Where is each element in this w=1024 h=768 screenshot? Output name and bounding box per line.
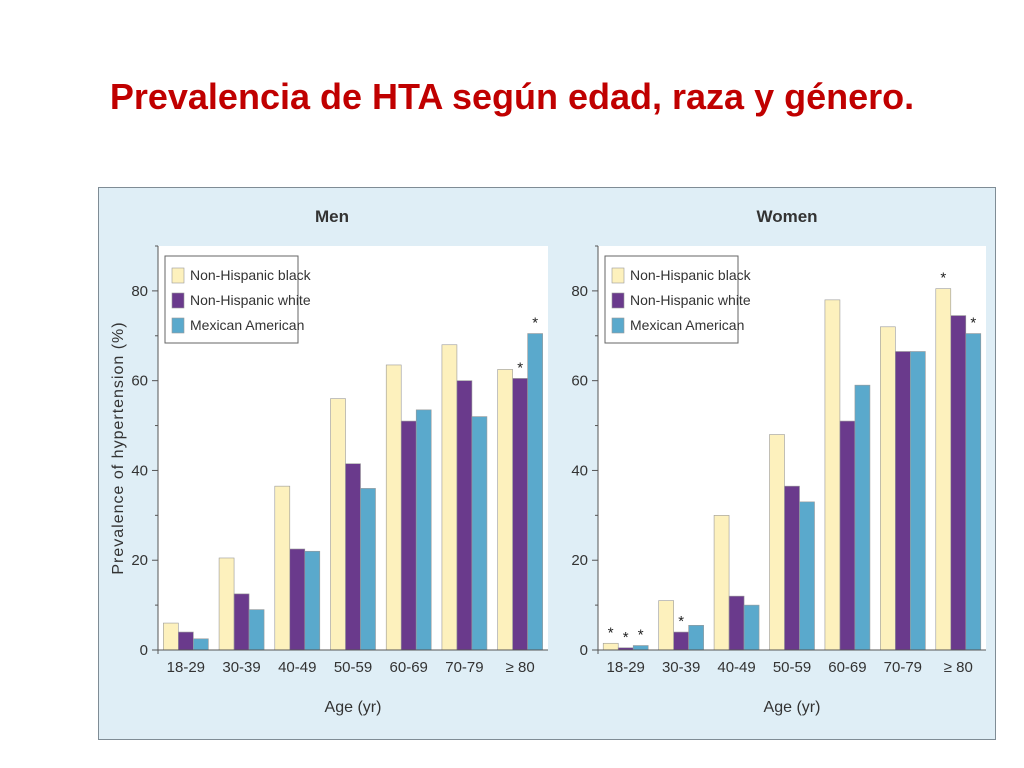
men-panel-title: Men: [315, 207, 349, 226]
men-bar-mexican-american: [304, 550, 321, 651]
women-y-tick-label: 60: [571, 373, 588, 390]
men-bar-non-hispanic-white: [233, 593, 250, 651]
slide-title: Prevalencia de HTA según edad, raza y gé…: [109, 76, 915, 117]
women-significance-marker: *: [970, 315, 976, 332]
women-bar-non-hispanic-black: [935, 288, 952, 651]
men-y-tick-label: 20: [131, 552, 148, 569]
men-legend: [164, 255, 299, 344]
women-significance-marker: *: [608, 624, 614, 641]
men-x-tick-label: 70-79: [445, 659, 483, 676]
women-bar-non-hispanic-black: [713, 515, 730, 651]
men-bar-mexican-american: [360, 488, 376, 651]
men-legend-label: Non-Hispanic black: [190, 267, 312, 283]
men-bar-non-hispanic-white: [456, 380, 473, 651]
men-x-axis-title: Age (yr): [325, 699, 382, 716]
men-y-tick-label: 80: [131, 283, 148, 300]
women-bar-mexican-american: [854, 384, 871, 651]
women-x-tick-label: 60-69: [828, 659, 866, 676]
women-legend-swatch: [611, 292, 625, 309]
women-y-tick-label: 20: [571, 552, 588, 569]
men-x-tick-label: ≥ 80: [506, 659, 535, 676]
men-bar-non-hispanic-black: [497, 369, 513, 651]
men-legend-swatch: [171, 267, 185, 284]
men-bar-non-hispanic-black: [441, 344, 458, 651]
men-x-tick-label: 30-39: [222, 659, 260, 676]
women-bar-non-hispanic-white: [728, 595, 745, 651]
women-significance-marker: *: [940, 270, 946, 287]
women-bar-mexican-american: [743, 604, 760, 651]
men-bar-non-hispanic-black: [385, 364, 402, 651]
hypertension-figure: Men 0 20 40 60 80 Prevalence of hypertension (…: [98, 187, 996, 740]
women-bar-non-hispanic-black: [769, 434, 785, 651]
men-legend-swatch: [171, 317, 185, 334]
women-legend-label: Non-Hispanic black: [630, 267, 752, 283]
women-bar-mexican-american: [688, 625, 704, 651]
women-bar-non-hispanic-black: [658, 600, 674, 651]
women-bar-non-hispanic-black: [880, 326, 896, 651]
men-bar-non-hispanic-black: [274, 485, 291, 651]
men-bar-mexican-american: [471, 416, 488, 651]
women-bar-mexican-american: [799, 501, 815, 651]
women-x-tick-label: 70-79: [884, 659, 922, 676]
men-y-axis-title: Prevalence of hypertension (%): [110, 321, 127, 574]
women-bar-non-hispanic-black: [824, 299, 841, 651]
women-bar-mexican-american: [965, 333, 982, 651]
men-bar-non-hispanic-white: [400, 420, 417, 651]
men-bar-non-hispanic-white: [178, 631, 194, 651]
women-x-tick-label: 18-29: [607, 659, 645, 676]
men-x-tick-label: 60-69: [390, 659, 428, 676]
women-bar-non-hispanic-black: [602, 642, 619, 651]
men-bar-non-hispanic-white: [345, 463, 361, 651]
men-bar-mexican-american: [248, 609, 265, 651]
charts-svg: Men 0 20 40 60 80 Prevalence of hypertension (…: [110, 207, 986, 716]
men-bar-mexican-american: [193, 638, 209, 651]
women-legend-swatch: [611, 317, 625, 334]
women-x-tick-label: 40-49: [717, 659, 755, 676]
women-bar-non-hispanic-white: [784, 485, 800, 651]
men-bar-non-hispanic-white: [512, 378, 528, 651]
women-legend-label: Non-Hispanic white: [630, 292, 751, 308]
women-significance-marker: *: [623, 629, 629, 646]
men-y-tick-label: 40: [131, 462, 148, 479]
women-significance-marker: *: [678, 613, 684, 630]
women-bar-non-hispanic-white: [950, 315, 967, 651]
women-x-axis-title: Age (yr): [764, 699, 821, 716]
men-x-tick-label: 40-49: [278, 659, 316, 676]
men-bar-mexican-american: [415, 409, 432, 651]
women-legend-swatch: [611, 267, 625, 284]
women-panel-title: Women: [756, 207, 817, 226]
men-y-tick-label: 60: [131, 373, 148, 390]
women-bar-non-hispanic-white: [895, 351, 911, 651]
women-legend-label: Mexican American: [630, 317, 744, 333]
men-legend-swatch: [171, 292, 185, 309]
men-significance-marker: *: [517, 359, 523, 376]
men-bar-non-hispanic-white: [289, 548, 306, 651]
women-y-tick-label: 80: [571, 283, 588, 300]
women-x-tick-label: 50-59: [773, 659, 811, 676]
men-x-tick-label: 50-59: [334, 659, 372, 676]
men-bar-non-hispanic-black: [330, 398, 346, 651]
men-bar-mexican-american: [527, 333, 543, 651]
women-bar-mexican-american: [910, 351, 926, 651]
women-bar-mexican-american: [632, 645, 649, 651]
men-bar-non-hispanic-black: [218, 557, 235, 651]
women-x-tick-label: 30-39: [662, 659, 700, 676]
women-bar-non-hispanic-white: [673, 631, 689, 651]
women-bar-non-hispanic-white: [839, 420, 856, 651]
women-x-tick-label: ≥ 80: [944, 659, 973, 676]
men-significance-marker: *: [532, 315, 538, 332]
men-legend-label: Non-Hispanic white: [190, 292, 311, 308]
men-x-tick-label: 18-29: [167, 659, 205, 676]
men-legend-label: Mexican American: [190, 317, 304, 333]
men-bar-non-hispanic-black: [163, 622, 179, 651]
women-legend: [604, 255, 739, 344]
women-y-tick-label: 0: [580, 642, 588, 659]
men-y-tick-label: 0: [140, 642, 148, 659]
women-significance-marker: *: [638, 627, 644, 644]
women-y-tick-label: 40: [571, 462, 588, 479]
